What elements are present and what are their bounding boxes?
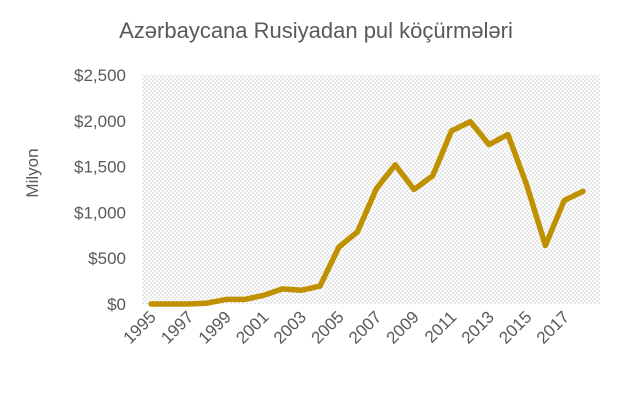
plot-area xyxy=(142,75,600,304)
y-tick-label: $500 xyxy=(88,249,126,268)
x-tick-label: 2017 xyxy=(533,307,573,347)
y-tick-label: $0 xyxy=(107,295,126,314)
x-tick-label: 2003 xyxy=(270,307,310,347)
x-tick-label: 2009 xyxy=(383,307,423,347)
x-tick-label: 2007 xyxy=(345,307,385,347)
y-tick-label: $2,000 xyxy=(74,112,126,131)
x-tick-label: 2005 xyxy=(307,307,347,347)
x-tick-label: 1999 xyxy=(195,307,235,347)
y-axis-label: Milyon xyxy=(23,148,42,197)
x-tick-label: 1997 xyxy=(157,307,197,347)
x-tick-label: 2013 xyxy=(458,307,498,347)
x-tick-label: 2001 xyxy=(232,307,272,347)
chart-title: Azərbaycana Rusiyadan pul köçürmələri xyxy=(119,18,513,43)
y-tick-label: $1,000 xyxy=(74,203,126,222)
x-tick-label: 2015 xyxy=(495,307,535,347)
y-tick-label: $2,500 xyxy=(74,66,126,85)
x-tick-label: 2011 xyxy=(421,307,460,346)
series-line xyxy=(148,118,586,307)
y-tick-label: $1,500 xyxy=(74,158,126,177)
